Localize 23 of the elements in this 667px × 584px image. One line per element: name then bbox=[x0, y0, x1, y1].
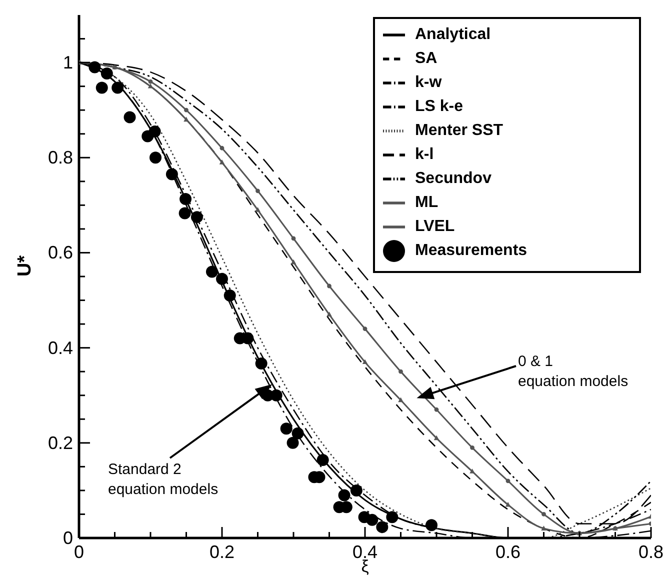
x-tick-label: 0.6 bbox=[495, 542, 521, 562]
y-tick-label: 0.8 bbox=[48, 148, 73, 168]
x-tick-label: 0.2 bbox=[209, 542, 235, 562]
y-tick-label: 0.4 bbox=[48, 338, 73, 358]
legend-label: ML bbox=[415, 194, 438, 211]
y-tick-label: 1 bbox=[62, 52, 73, 73]
legend-label: Measurements bbox=[415, 242, 528, 259]
y-tick-label: 0 bbox=[62, 528, 73, 548]
legend-label: Secundov bbox=[415, 170, 492, 187]
y-tick-label: 0.2 bbox=[48, 432, 73, 453]
legend-label: k-l bbox=[415, 146, 434, 163]
legend-label: LVEL bbox=[415, 218, 455, 235]
legend-label: Analytical bbox=[415, 26, 491, 43]
legend-label: LS k-e bbox=[415, 98, 464, 115]
x-tick-label: 0.8 bbox=[638, 542, 664, 562]
legend-label: k-w bbox=[415, 74, 442, 91]
y-axis-title: U* bbox=[14, 254, 36, 276]
y-tick-label: 0.6 bbox=[48, 242, 73, 263]
x-axis-title: ξ bbox=[361, 557, 370, 576]
legend-label: Menter SST bbox=[415, 122, 504, 139]
annotation: 0 & 1 equation models bbox=[518, 353, 628, 390]
annotation: Standard 2 equation models bbox=[108, 461, 218, 498]
legend-label: SA bbox=[415, 50, 438, 67]
